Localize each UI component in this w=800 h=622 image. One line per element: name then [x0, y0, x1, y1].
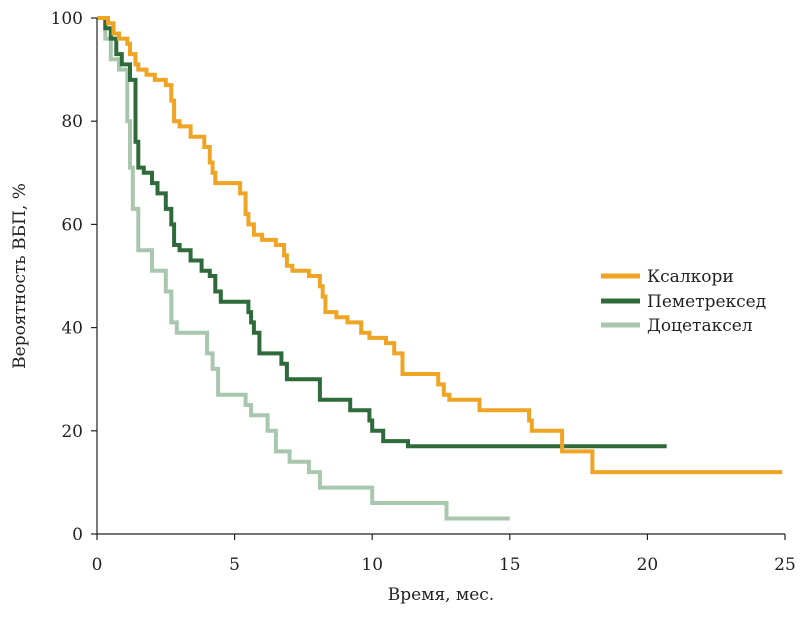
legend-item-docetaxel: Доцетаксел: [601, 316, 753, 336]
y-tick-label: 100: [51, 9, 83, 29]
series-line-pemetrexed: [97, 16, 667, 449]
y-tick-label: 20: [61, 422, 83, 442]
legend-item-xalkori: Ксалкори: [601, 267, 734, 287]
series-line-docetaxel: [97, 16, 510, 521]
y-ticks: 0 20 40 60 80 100: [51, 9, 97, 545]
legend-label-pemetrexed: Пеметрексед: [647, 292, 766, 312]
y-axis-title: Вероятность ВБП, %: [10, 183, 30, 369]
x-ticks: 0 5 10 15 20 25: [92, 534, 796, 575]
y-tick-label: 60: [61, 215, 83, 235]
x-tick-label: 0: [92, 555, 103, 575]
legend-label-docetaxel: Доцетаксел: [647, 316, 753, 336]
x-tick-label: 15: [499, 555, 521, 575]
x-tick-label: 5: [229, 555, 240, 575]
x-tick-label: 10: [361, 555, 383, 575]
x-tick-label: 25: [774, 555, 796, 575]
legend: Ксалкори Пеметрексед Доцетаксел: [601, 267, 766, 336]
series-line-xalkori: [97, 16, 783, 475]
x-tick-label: 20: [637, 555, 659, 575]
y-tick-label: 80: [61, 112, 83, 132]
plot-lines: [97, 16, 783, 521]
y-tick-label: 0: [72, 525, 83, 545]
x-axis-title: Время, мес.: [388, 585, 494, 605]
y-tick-label: 40: [61, 319, 83, 339]
legend-item-pemetrexed: Пеметрексед: [601, 292, 766, 312]
legend-label-xalkori: Ксалкори: [647, 267, 734, 287]
